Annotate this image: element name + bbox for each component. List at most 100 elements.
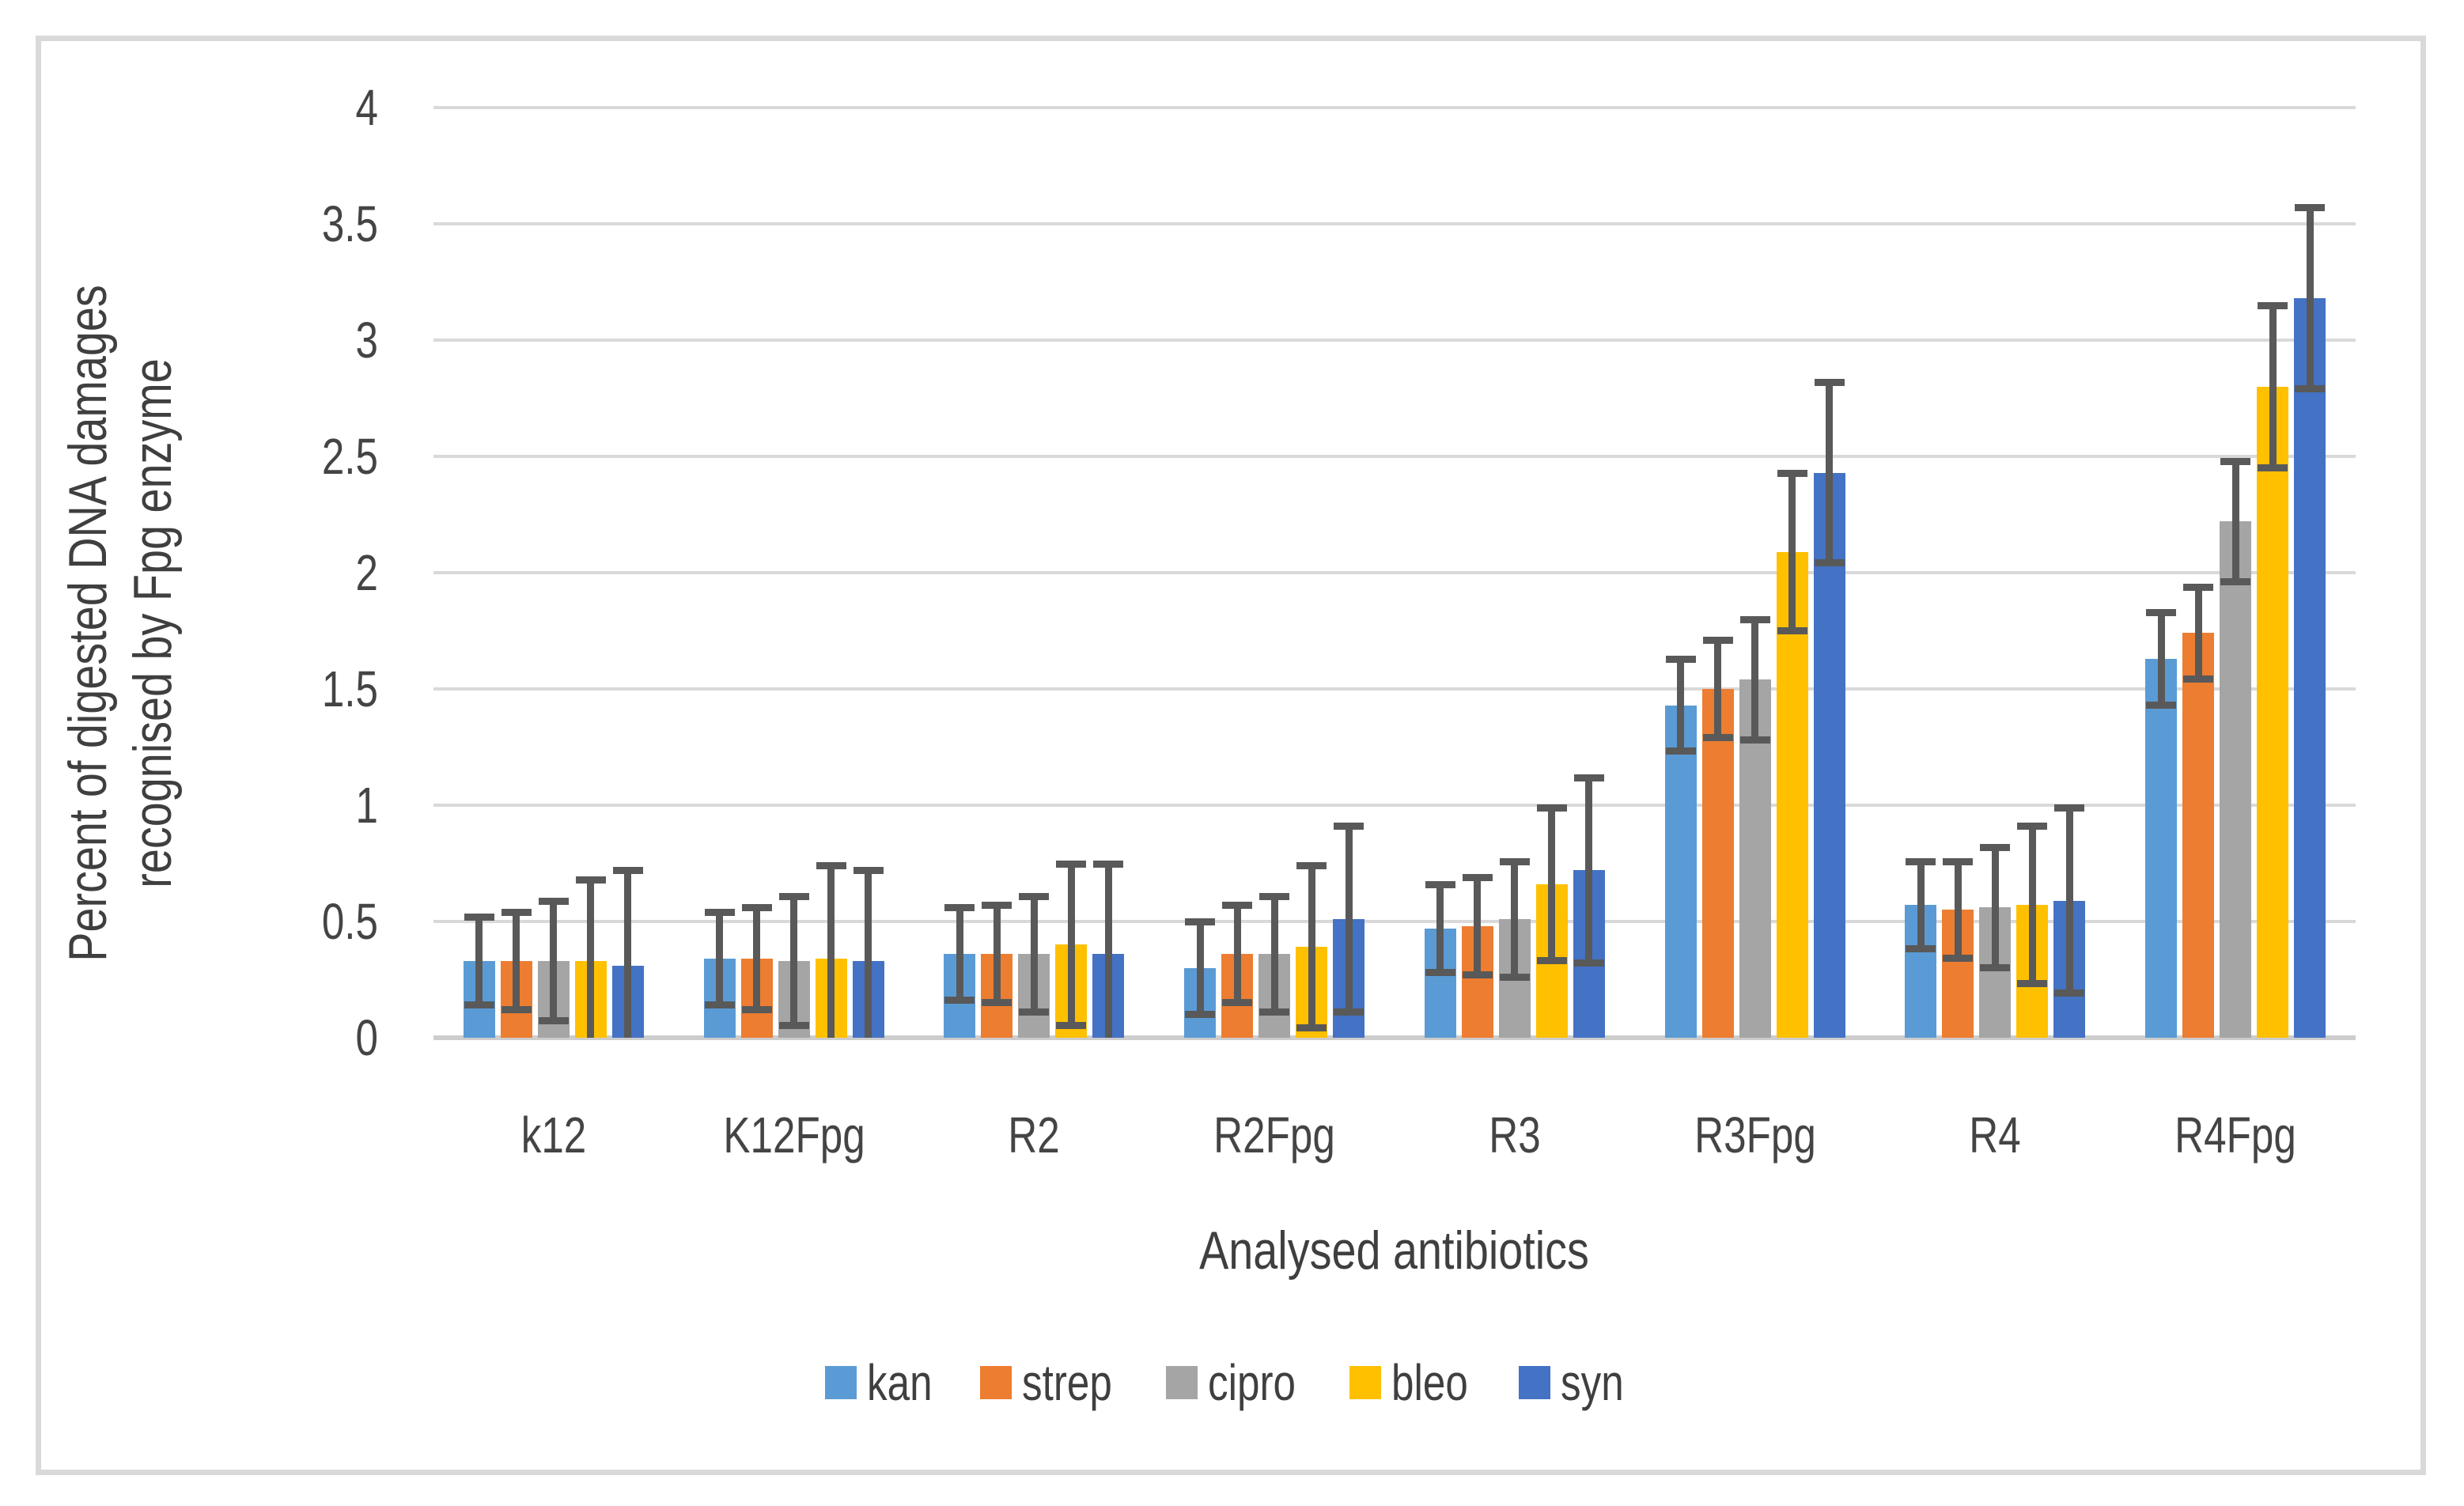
error-cap-top xyxy=(612,867,643,875)
error-bar-bleo-k12 xyxy=(587,880,595,1038)
error-cap-top xyxy=(2146,608,2177,616)
error-cap-bottom xyxy=(1296,1024,1327,1032)
error-cap-bottom xyxy=(2258,464,2288,471)
bar-strep-R3Fpg xyxy=(1701,689,1734,1038)
y-tick-label: 1 xyxy=(355,777,378,834)
error-cap-top xyxy=(2220,457,2251,465)
error-bar-strep-R4 xyxy=(1954,861,1962,959)
legend-item-cipro: cipro xyxy=(1166,1357,1318,1408)
error-bar-cipro-k12 xyxy=(550,900,558,1022)
error-bar-syn-R3Fpg xyxy=(1826,381,1834,564)
error-cap-top xyxy=(1739,615,1770,623)
error-cap-bottom xyxy=(1906,945,1936,953)
error-bar-syn-K12Fpg xyxy=(865,870,872,1038)
legend-swatch-strep xyxy=(979,1366,1012,1399)
error-cap-bottom xyxy=(1019,1008,1050,1016)
error-bar-strep-R3 xyxy=(1474,877,1482,975)
legend: kan strep cipro bleo syn xyxy=(0,1345,2464,1421)
error-bar-strep-R4Fpg xyxy=(2194,586,2202,680)
error-bar-cipro-R3 xyxy=(1511,861,1519,978)
error-bar-kan-k12 xyxy=(475,917,483,1005)
error-cap-top xyxy=(1906,857,1936,865)
error-cap-top xyxy=(1093,860,1124,868)
error-bar-cipro-R3Fpg xyxy=(1751,619,1759,740)
error-bar-bleo-R2 xyxy=(1067,863,1075,1027)
error-cap-top xyxy=(1296,862,1327,870)
error-cap-top xyxy=(704,909,735,917)
bar-syn-R3Fpg xyxy=(1813,472,1845,1038)
error-bar-syn-R4Fpg xyxy=(2306,207,2314,389)
error-cap-top xyxy=(2258,301,2288,309)
figure-border xyxy=(36,36,2426,1475)
error-cap-top xyxy=(1980,843,2011,851)
error-cap-top xyxy=(853,867,884,875)
x-category-label-R4: R4 xyxy=(1969,1107,2022,1164)
gridline xyxy=(433,920,2356,923)
bar-cipro-R4Fpg xyxy=(2220,521,2252,1038)
gridline xyxy=(433,455,2356,458)
y-tick-label: 3.5 xyxy=(321,195,378,252)
x-category-label-R3: R3 xyxy=(1489,1107,1541,1164)
error-cap-bottom xyxy=(2183,675,2214,683)
bar-bleo-R4Fpg xyxy=(2257,386,2289,1038)
error-cap-bottom xyxy=(1499,973,1530,981)
error-cap-bottom xyxy=(2295,384,2326,392)
error-cap-bottom xyxy=(464,1001,494,1008)
error-cap-top xyxy=(1019,892,1050,900)
error-bar-kan-R4Fpg xyxy=(2157,611,2165,706)
error-cap-top xyxy=(1499,857,1530,865)
error-cap-bottom xyxy=(1814,559,1845,567)
legend-item-kan: kan xyxy=(824,1357,948,1408)
error-bar-cipro-R2 xyxy=(1030,895,1038,1012)
y-tick-label: 3 xyxy=(355,312,378,369)
y-axis-title-line1: Percent of digested DNA damages xyxy=(58,285,118,962)
error-bar-cipro-R4 xyxy=(1991,846,1999,968)
error-cap-bottom xyxy=(982,998,1012,1006)
bar-kan-R3Fpg xyxy=(1664,705,1697,1038)
error-cap-bottom xyxy=(1536,956,1567,964)
error-bar-kan-R3Fpg xyxy=(1677,658,1685,752)
error-cap-top xyxy=(2295,204,2326,212)
legend-item-bleo: bleo xyxy=(1349,1357,1487,1408)
bar-syn-R4Fpg xyxy=(2294,298,2326,1038)
error-cap-bottom xyxy=(1702,733,1733,741)
error-bar-kan-R4 xyxy=(1917,861,1925,950)
error-bar-syn-R2 xyxy=(1104,863,1112,1038)
error-cap-bottom xyxy=(1943,955,1974,963)
error-cap-bottom xyxy=(2054,989,2085,997)
error-cap-top xyxy=(2183,583,2214,591)
error-cap-top xyxy=(1425,880,1455,888)
error-cap-bottom xyxy=(1573,959,1604,967)
error-cap-top xyxy=(2017,823,2048,831)
error-cap-bottom xyxy=(1980,963,2011,971)
y-tick-label: 0.5 xyxy=(321,893,378,950)
error-bar-syn-R2Fpg xyxy=(1345,826,1353,1012)
error-cap-bottom xyxy=(1185,1010,1216,1018)
legend-swatch-kan xyxy=(824,1366,857,1399)
error-bar-kan-R3 xyxy=(1436,884,1444,973)
error-cap-bottom xyxy=(2017,980,2048,988)
error-cap-bottom xyxy=(538,1017,569,1025)
legend-swatch-bleo xyxy=(1349,1366,1381,1399)
error-cap-top xyxy=(816,862,846,870)
gridline xyxy=(433,571,2356,574)
error-cap-top xyxy=(1702,637,1733,645)
error-bar-bleo-K12Fpg xyxy=(827,865,835,1038)
legend-label-syn: syn xyxy=(1560,1354,1624,1411)
error-cap-bottom xyxy=(1739,736,1770,744)
error-bar-strep-R2 xyxy=(993,905,1001,1003)
x-axis-line xyxy=(433,1035,2356,1040)
error-cap-top xyxy=(538,897,569,905)
error-bar-kan-R2Fpg xyxy=(1196,921,1204,1015)
error-cap-top xyxy=(944,904,975,912)
error-cap-bottom xyxy=(1462,971,1493,978)
x-category-label-R4Fpg: R4Fpg xyxy=(2174,1107,2296,1164)
error-bar-bleo-R3Fpg xyxy=(1788,472,1796,631)
error-cap-top xyxy=(1222,902,1253,910)
x-category-label-R3Fpg: R3Fpg xyxy=(1694,1107,1816,1164)
error-cap-bottom xyxy=(1425,968,1455,976)
bar-strep-R4Fpg xyxy=(2182,633,2215,1038)
error-cap-top xyxy=(575,876,606,884)
x-category-label-R2: R2 xyxy=(1008,1107,1061,1164)
error-cap-bottom xyxy=(1056,1022,1087,1030)
